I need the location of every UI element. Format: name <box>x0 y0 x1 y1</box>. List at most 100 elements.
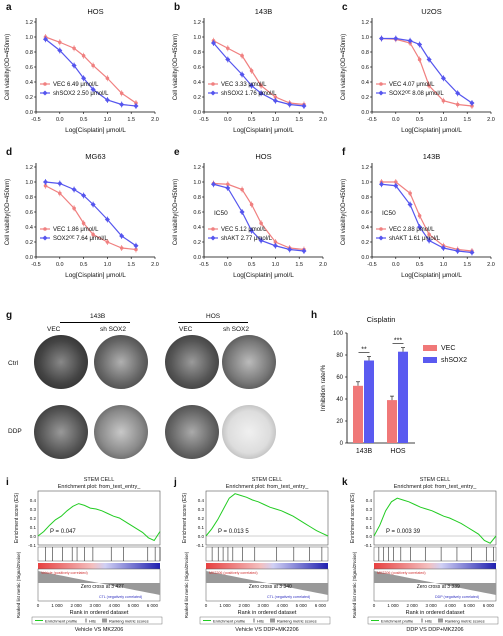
x-tick-label: 0.5 <box>80 117 88 123</box>
y-tick-label: 0.2 <box>25 240 33 246</box>
x-axis-label: Rank in ordered dataset <box>406 610 465 616</box>
x-tick-label: 2.0 <box>487 262 495 268</box>
x-tick-label: 1.5 <box>295 117 303 123</box>
data-point <box>393 183 399 189</box>
legend-label: VEC 3.33 μmol/L <box>221 82 267 88</box>
x-tick-label: 6 000 <box>315 603 327 608</box>
data-point <box>119 101 125 108</box>
panel-b: b 143B 0.0 0.2 0.4 0.6 0.8 1.0 1.2 -0.5 0.0 0.5 1.0 1… <box>168 0 333 145</box>
y-tick-label: 1.0 <box>25 180 33 186</box>
y-tick-label: 0.0 <box>193 255 201 261</box>
colony-well <box>34 335 88 389</box>
negative-label: CTL (negatively correlated) <box>267 595 310 599</box>
legend-marker <box>42 90 48 96</box>
es-tick-label: 0.0 <box>30 534 37 539</box>
es-tick-label: 0.2 <box>30 516 37 521</box>
legend-marker <box>210 90 216 96</box>
series-line <box>381 37 473 107</box>
data-point <box>394 180 398 184</box>
legend-marker <box>43 82 47 86</box>
data-point <box>133 243 139 249</box>
legend-label: shSOX2 <box>441 357 467 364</box>
data-point <box>57 47 63 54</box>
p-value: P = 0.013 5 <box>218 529 249 535</box>
data-point <box>225 185 231 191</box>
data-point <box>273 95 278 99</box>
legend-label: Ranking metric scores <box>109 619 149 624</box>
chart-title: Cisplatin <box>367 315 396 324</box>
legend-label: Ranking metric scores <box>445 619 485 624</box>
y-tick-label: 1.0 <box>25 35 33 41</box>
chart-title: HOS <box>255 152 271 161</box>
x-tick-label: 1.5 <box>463 262 471 268</box>
y-tick-label: 0.8 <box>361 50 369 56</box>
enrichment-profile <box>37 503 161 542</box>
data-point <box>407 38 413 44</box>
data-point <box>105 76 110 81</box>
group-hos-line <box>178 322 248 323</box>
data-point <box>90 86 96 93</box>
positive-label: MK2206 (positively correlated) <box>209 571 258 575</box>
es-axis-label: Enrichment score (ES) <box>350 493 356 544</box>
data-point <box>417 57 422 62</box>
gsea-title: STEM CELL <box>252 477 283 483</box>
data-point <box>210 181 217 187</box>
gsea-title: STEM CELL <box>84 477 115 483</box>
x-tick-label: 2.0 <box>319 117 327 123</box>
colony-well <box>94 335 148 389</box>
hits-frame <box>373 546 497 562</box>
panel-i: i STEM CELL Enrichment plot: from_text_ent… <box>0 475 167 633</box>
es-tick-label: 0.2 <box>366 516 373 521</box>
metric-axis-label: Ranked list metric (Signal2Noise) <box>184 551 189 618</box>
x-tick-label: 2.0 <box>319 262 327 268</box>
colony-well <box>222 335 276 389</box>
x-tick-label: 5 000 <box>464 603 476 608</box>
y-tick-label: 40 <box>336 397 343 403</box>
y-tick-label: 0.2 <box>193 95 201 101</box>
series-line <box>45 38 137 107</box>
panel-letter-k: k <box>342 477 348 488</box>
data-point <box>119 91 124 96</box>
y-tick-label: 0.8 <box>361 195 369 201</box>
data-point <box>226 46 230 51</box>
panel-letter-h: h <box>311 310 318 321</box>
y-tick-label: 0.6 <box>361 65 369 71</box>
y-tick-label: 0.0 <box>25 255 33 261</box>
y-tick-label: 1.2 <box>361 165 369 171</box>
x-tick-label: 1 000 <box>387 603 399 608</box>
data-point <box>58 40 62 45</box>
y-axis-label: Cell viability(OD=450nm) <box>5 179 11 246</box>
legend-label: Hits <box>425 619 432 624</box>
legend-label: shAKT 1.61 μmol/L <box>389 236 441 242</box>
series-line <box>381 181 473 252</box>
y-tick-label: 1.2 <box>193 20 201 26</box>
x-axis-label: Rank in ordered dataset <box>70 610 129 616</box>
y-tick-label: 0.4 <box>25 80 33 86</box>
data-point <box>259 221 263 226</box>
bar <box>387 400 397 443</box>
legend-label: Enrichment profile <box>381 619 414 624</box>
data-point <box>133 103 139 109</box>
legend-marker <box>211 227 215 231</box>
y-tick-label: 1.2 <box>25 20 33 26</box>
y-tick-label: 0.4 <box>361 225 369 231</box>
y-tick-label: 0.4 <box>25 225 33 231</box>
legend-label: SOX2ᴼᴱ 8.08 μmol/L <box>389 90 444 97</box>
x-axis-label: Rank in ordered dataset <box>238 610 297 616</box>
y-tick-label: 20 <box>336 419 343 425</box>
es-frame <box>37 490 161 546</box>
series-line <box>213 42 305 107</box>
x-tick-label: -0.5 <box>367 262 376 268</box>
y-tick-label: 0.0 <box>361 255 369 261</box>
row-label-ctrl: Ctrl <box>8 360 19 367</box>
group-hos-label: HOS <box>206 313 221 320</box>
gsea-subtitle: Enrichment plot: from_text_entry_ <box>226 484 309 490</box>
data-point <box>427 232 431 237</box>
x-tick-label: 5 000 <box>296 603 308 608</box>
legend-swatch-metric <box>270 618 275 623</box>
x-tick-label: -0.5 <box>199 262 208 268</box>
